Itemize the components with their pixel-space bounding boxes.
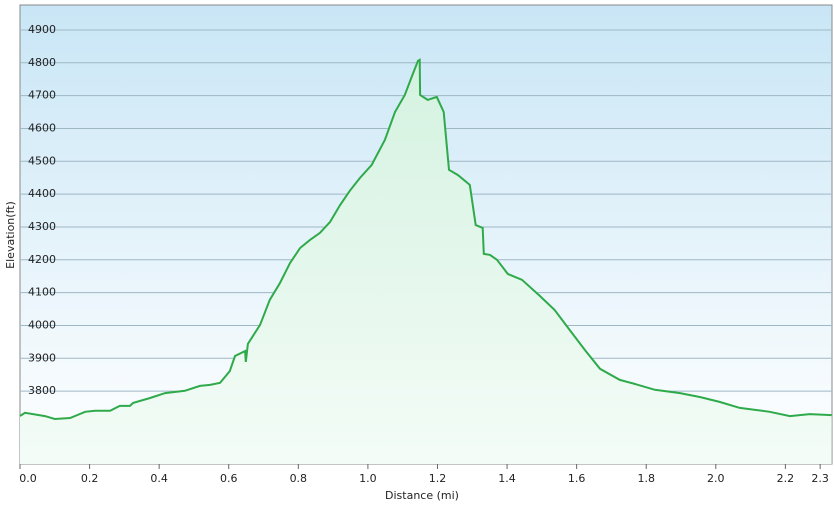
x-tick-label: 1.6	[568, 472, 586, 485]
x-tick-label: 1.8	[637, 472, 655, 485]
x-tick-label: 1.2	[429, 472, 447, 485]
area-fill	[20, 59, 832, 465]
x-tick-label: 0.8	[290, 472, 308, 485]
y-axis-label: Elevation(ft)	[4, 201, 17, 269]
x-axis-label: Distance (mi)	[385, 489, 459, 502]
x-tick-label: 0.6	[220, 472, 238, 485]
y-tick-label: 4100	[28, 286, 56, 299]
elevation-line	[19, 58, 832, 421]
y-tick-label: 4300	[28, 220, 56, 233]
x-tick-label: 2.2	[777, 472, 795, 485]
x-tick-label: 0.2	[81, 472, 99, 485]
y-tick-label: 3800	[28, 384, 56, 397]
y-tick-label: 4800	[28, 56, 56, 69]
y-tick-label: 4900	[28, 23, 56, 36]
x-tick-label: 0.0	[19, 472, 37, 485]
x-tick-label: 1.0	[359, 472, 377, 485]
y-tick-label: 4000	[28, 318, 56, 331]
y-tick-label: 4700	[28, 89, 56, 102]
y-tick-label: 4600	[28, 121, 56, 134]
x-tick-label: 2.0	[707, 472, 725, 485]
x-tick-label: 2.3	[811, 472, 829, 485]
y-tick-label: 4400	[28, 187, 56, 200]
x-tick-label: 1.4	[498, 472, 516, 485]
y-tick-label: 4200	[28, 253, 56, 266]
x-tick-label: 0.4	[150, 472, 168, 485]
y-tick-label: 3900	[28, 351, 56, 364]
y-tick-label: 4500	[28, 154, 56, 167]
